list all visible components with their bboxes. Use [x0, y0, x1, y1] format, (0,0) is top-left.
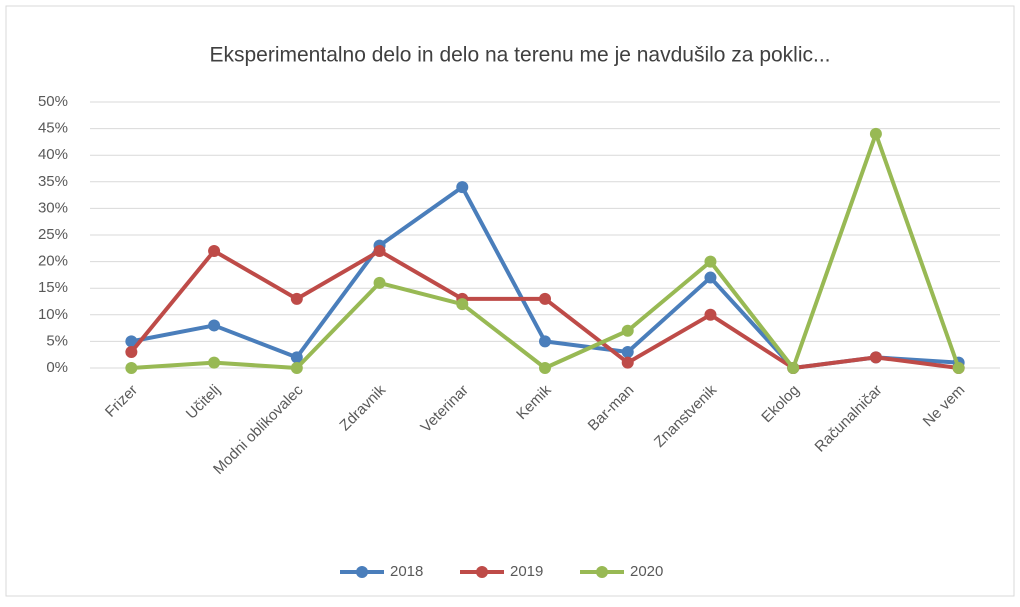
legend-marker	[596, 566, 608, 578]
data-point	[621, 346, 634, 359]
y-tick-label: 30%	[38, 199, 68, 216]
data-point	[621, 356, 634, 369]
data-point	[208, 356, 221, 369]
data-point	[869, 127, 882, 140]
legend-label: 2019	[510, 563, 543, 580]
y-tick-label: 10%	[38, 306, 68, 323]
data-point	[456, 298, 469, 311]
data-point	[208, 244, 221, 257]
data-point	[373, 276, 386, 289]
data-point	[290, 351, 303, 364]
legend-marker	[476, 566, 488, 578]
y-tick-label: 5%	[46, 332, 68, 349]
data-point	[290, 362, 303, 374]
data-point	[125, 362, 138, 374]
y-tick-label: 0%	[46, 359, 68, 376]
data-point	[704, 308, 717, 321]
data-point	[704, 271, 717, 284]
data-point	[539, 335, 551, 348]
data-point	[373, 244, 386, 257]
y-tick-label: 45%	[38, 120, 68, 137]
legend-marker	[356, 566, 368, 578]
data-point	[539, 362, 551, 374]
y-tick-label: 20%	[38, 253, 68, 270]
data-point	[787, 362, 800, 374]
data-point	[539, 292, 551, 305]
y-tick-label: 50%	[38, 93, 68, 110]
y-tick-label: 40%	[38, 146, 68, 163]
y-tick-label: 25%	[38, 226, 68, 243]
data-point	[125, 335, 138, 348]
data-point	[869, 351, 882, 364]
legend-label: 2020	[630, 563, 663, 580]
data-point	[208, 319, 221, 332]
data-point	[290, 292, 303, 305]
data-point	[704, 255, 717, 268]
data-point	[952, 362, 965, 374]
chart-border	[5, 5, 1015, 597]
data-point	[621, 324, 634, 337]
data-point	[456, 181, 469, 194]
legend-label: 2018	[390, 563, 423, 580]
chart-title: Eksperimentalno delo in delo na terenu m…	[209, 44, 830, 67]
y-tick-label: 35%	[38, 173, 68, 190]
data-point	[125, 346, 138, 359]
y-tick-label: 15%	[38, 279, 68, 296]
